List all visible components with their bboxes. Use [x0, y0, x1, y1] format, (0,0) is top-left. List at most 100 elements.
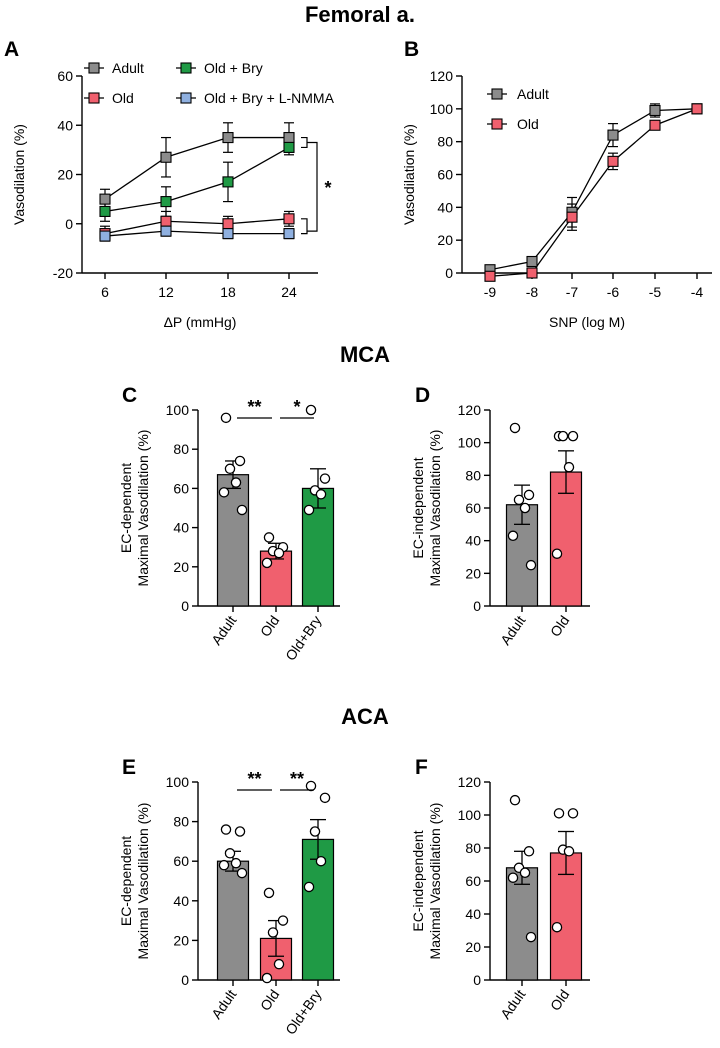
legend-label: Adult: [517, 86, 549, 102]
data-point: [263, 887, 275, 899]
data-point: [509, 794, 521, 806]
data-point: [261, 972, 273, 984]
data-point: [551, 548, 563, 559]
panel-E: E 0 20 40 60 80 100 EC-dependent Maximal Vasodil…: [118, 756, 340, 1037]
data-point: [526, 255, 538, 268]
data-point: [507, 872, 519, 883]
data-point: [283, 228, 295, 240]
bar-Adult: [216, 860, 250, 981]
data-point: [315, 489, 327, 500]
data-point: [218, 859, 230, 871]
data-point: [563, 461, 575, 473]
x-tick-label: Adult: [208, 612, 239, 647]
y-axis-label-line2: Maximal Vasodilation (%): [135, 430, 151, 587]
y-axis-label-line1: EC-dependent: [118, 463, 134, 553]
data-point: [567, 430, 579, 442]
data-point: [283, 132, 295, 144]
data-point: [557, 430, 569, 442]
data-point: [99, 230, 111, 242]
series-line: [104, 146, 290, 213]
data-point: [303, 504, 315, 516]
bracket-main: [307, 141, 318, 232]
y-tick-label: 0: [473, 598, 481, 614]
data-point: [315, 855, 327, 867]
data-point: [303, 881, 315, 893]
legend-marker: [88, 92, 100, 104]
panel-letter-B: B: [404, 38, 419, 61]
y-tick-label: 0: [65, 216, 73, 232]
data-point: [319, 473, 331, 484]
data-point: [224, 463, 236, 475]
y-tick-label: 120: [458, 402, 482, 418]
y-tick-label: 80: [465, 840, 481, 856]
y-tick-label: 40: [465, 906, 481, 922]
y-axis-label-B: Vasodilation (%): [401, 124, 417, 225]
y-tick-label: 40: [173, 520, 189, 536]
data-point: [607, 129, 619, 141]
significance-label: **: [247, 397, 261, 417]
data-point: [283, 213, 295, 225]
data-point: [484, 270, 496, 282]
data-point: [319, 792, 331, 804]
legend-marker: [491, 118, 503, 130]
data-point: [160, 215, 172, 227]
y-tick-label: 100: [458, 807, 482, 823]
y-tick-label: 20: [57, 167, 73, 183]
significance-label: *: [293, 397, 300, 417]
y-tick-label: 80: [173, 814, 189, 830]
data-point: [218, 487, 230, 498]
panel-letter-D: D: [415, 384, 430, 407]
x-tick-label: 18: [220, 284, 236, 300]
y-tick-label: 0: [473, 972, 481, 988]
significance-label: *: [324, 178, 331, 198]
data-point: [283, 141, 295, 153]
x-tick-label: 24: [281, 284, 297, 300]
panel-F: F 0 20 40 60 80 100 120 EC-independent Maximal Va…: [410, 756, 590, 1022]
panel-letter-E: E: [122, 756, 136, 779]
data-point: [236, 867, 248, 879]
data-point: [525, 931, 537, 943]
x-tick-label: 6: [101, 284, 109, 300]
data-point: [263, 532, 275, 543]
data-point: [160, 225, 172, 237]
y-axis-label-line1: EC-dependent: [118, 836, 134, 926]
y-tick-label: 80: [465, 467, 481, 483]
bracket-lower: [301, 218, 308, 235]
panel-A: A -20 0 20 40 60 6 12 18 24 ΔP (mmHg) Vasodilation …: [4, 38, 335, 330]
x-tick-label: -6: [607, 284, 620, 300]
legend-marker: [491, 88, 503, 100]
data-point: [277, 915, 289, 926]
y-tick-label: -20: [53, 265, 73, 281]
data-point: [526, 267, 538, 279]
series-line: [489, 108, 698, 277]
data-point: [220, 412, 232, 424]
y-axis-label-line2: Maximal Vasodilation (%): [427, 430, 443, 587]
data-point: [224, 848, 236, 859]
legend-label: Adult: [112, 60, 144, 76]
data-point: [222, 228, 234, 240]
y-tick-label: 20: [173, 932, 189, 948]
data-point: [267, 927, 279, 938]
data-point: [525, 559, 537, 571]
data-point: [691, 103, 703, 115]
x-axis-label-B: SNP (log M): [549, 314, 625, 330]
data-point: [236, 504, 248, 516]
data-point: [566, 211, 578, 223]
y-tick-label: 60: [173, 480, 189, 496]
panel-letter-C: C: [122, 384, 137, 407]
charts-layer: A -20 0 20 40 60 6 12 18 24 ΔP (mmHg) Vasodilation …: [4, 38, 712, 1037]
data-point: [523, 846, 535, 857]
data-point: [649, 104, 661, 117]
legend-marker: [180, 92, 192, 104]
x-axis-label-A: ΔP (mmHg): [164, 314, 237, 330]
data-point: [222, 218, 234, 230]
data-point: [99, 193, 111, 205]
data-point: [160, 151, 172, 163]
data-point: [519, 502, 531, 514]
y-tick-label: 0: [181, 598, 189, 614]
section-title-aca: ACA: [341, 704, 389, 729]
y-tick-label: 40: [57, 117, 73, 133]
data-point: [230, 857, 242, 869]
x-tick-label: Old: [547, 613, 573, 640]
y-tick-label: 100: [430, 101, 454, 117]
